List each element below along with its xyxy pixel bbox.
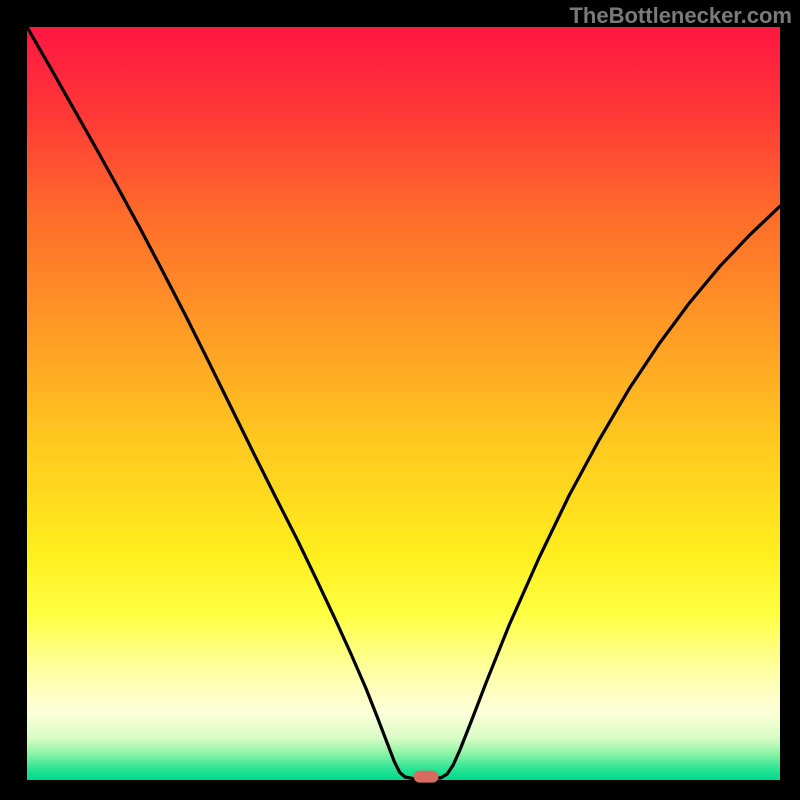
bottleneck-chart [0,0,800,800]
chart-container: { "chart": { "type": "line", "canvas": {… [0,0,800,800]
watermark-label: TheBottlenecker.com [569,3,792,29]
optimum-marker [414,771,439,783]
